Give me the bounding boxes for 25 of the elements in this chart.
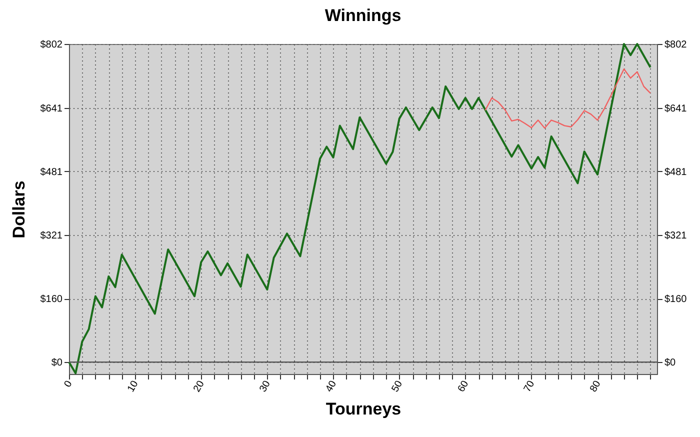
y2-tick-label: $321 — [664, 230, 688, 242]
x-tick-label: 60 — [456, 378, 472, 394]
y2-tick-label: $802 — [664, 40, 688, 50]
chart-title: Winnings — [324, 6, 402, 25]
y2-tick-label: $160 — [664, 294, 688, 306]
y2-tick-label: $641 — [664, 103, 688, 114]
x-tick-label: 50 — [390, 378, 406, 394]
y-tick-label: $160 — [40, 294, 63, 306]
x-tick-label: 70 — [522, 378, 538, 394]
x-tick-label: 40 — [324, 378, 340, 394]
y-tick-label: $481 — [40, 166, 63, 178]
y-tick-label: $0 — [51, 358, 63, 369]
line-series — [484, 68, 651, 129]
x-tick-label: 30 — [258, 378, 274, 394]
x-tick-label: 20 — [192, 378, 208, 394]
x-tick-label: 0 — [62, 378, 75, 390]
y2-tick-label: $481 — [664, 166, 688, 178]
x-axis-title: Tourneys — [326, 400, 402, 419]
x-tick-label: 80 — [588, 378, 604, 394]
y-tick-label: $802 — [40, 40, 63, 50]
y-tick-label: $321 — [40, 230, 63, 242]
x-tick-label: 10 — [126, 378, 141, 394]
y-tick-label: $641 — [40, 103, 63, 114]
y2-tick-label: $0 — [664, 358, 676, 369]
y-axis-title: Dollars — [9, 180, 28, 238]
